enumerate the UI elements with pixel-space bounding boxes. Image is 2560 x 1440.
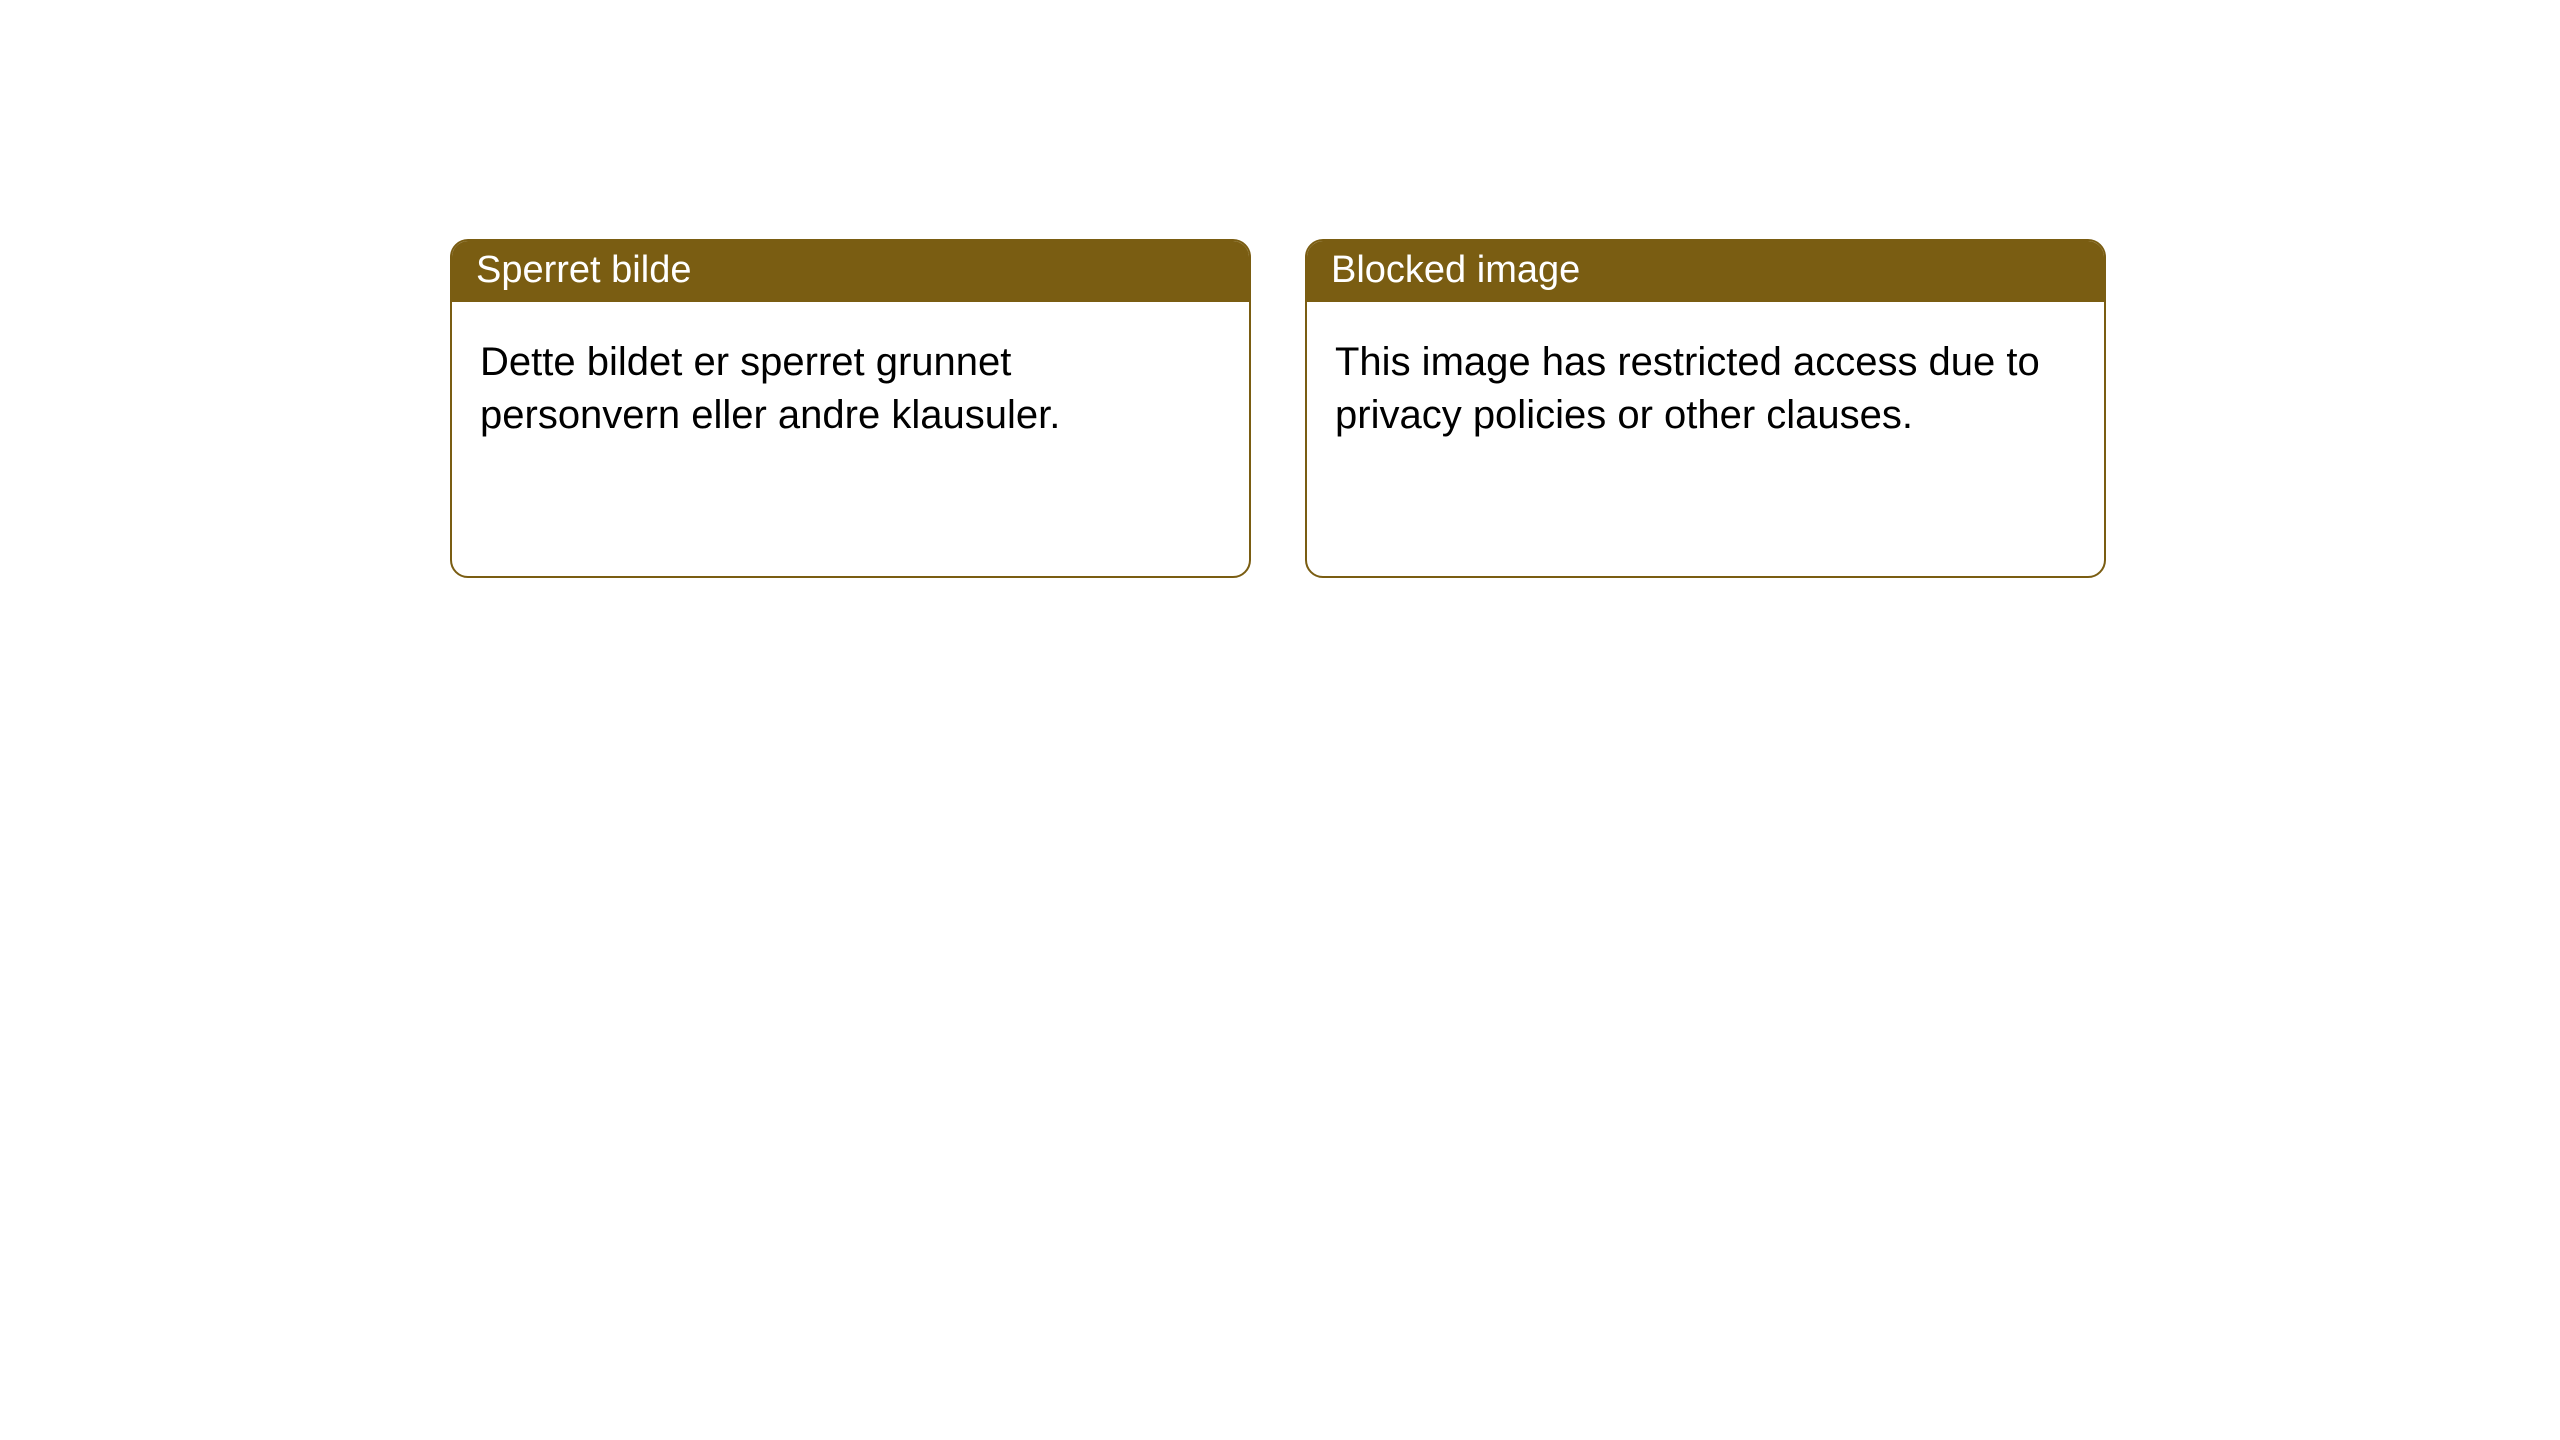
notice-card-english: Blocked image This image has restricted … (1305, 239, 2106, 578)
notice-title: Blocked image (1307, 241, 2104, 302)
notice-body: This image has restricted access due to … (1307, 302, 2104, 476)
notice-card-norwegian: Sperret bilde Dette bildet er sperret gr… (450, 239, 1251, 578)
blocked-image-notices: Sperret bilde Dette bildet er sperret gr… (450, 239, 2106, 578)
notice-body: Dette bildet er sperret grunnet personve… (452, 302, 1249, 476)
notice-title: Sperret bilde (452, 241, 1249, 302)
